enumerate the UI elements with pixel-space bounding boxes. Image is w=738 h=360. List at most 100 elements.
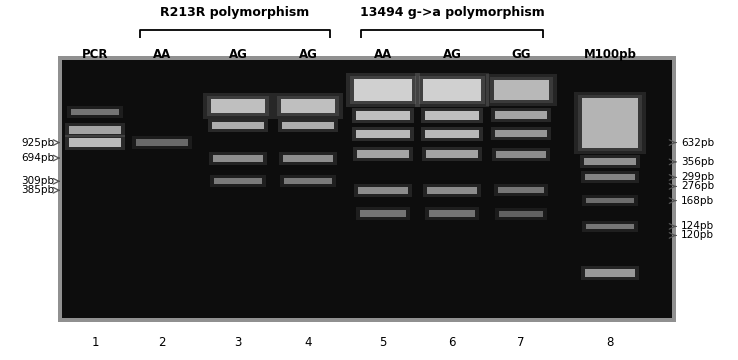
Bar <box>425 130 479 138</box>
Bar <box>581 171 639 183</box>
Bar <box>422 147 482 161</box>
Text: 925pb: 925pb <box>21 138 54 148</box>
Bar <box>495 207 547 220</box>
Bar <box>492 148 550 161</box>
Bar <box>489 77 553 103</box>
Bar <box>491 127 551 140</box>
Bar <box>495 112 547 120</box>
Text: 8: 8 <box>607 336 614 349</box>
Bar <box>352 126 414 140</box>
Bar <box>496 151 546 158</box>
Bar <box>214 178 262 184</box>
Text: AG: AG <box>443 48 461 61</box>
Bar <box>423 79 481 101</box>
Text: 124pb: 124pb <box>681 221 714 231</box>
Bar <box>207 96 269 116</box>
Bar <box>491 108 551 122</box>
Bar <box>494 80 548 100</box>
Bar <box>69 138 121 147</box>
Bar <box>58 56 676 322</box>
Bar <box>282 122 334 129</box>
Bar <box>425 207 479 220</box>
Text: AG: AG <box>229 48 247 61</box>
Bar <box>494 184 548 196</box>
Bar <box>212 122 264 129</box>
Bar <box>358 187 408 194</box>
Bar <box>354 79 412 101</box>
Text: 632pb: 632pb <box>681 138 714 148</box>
Bar <box>423 184 481 197</box>
Text: 2: 2 <box>158 336 166 349</box>
Bar <box>350 76 416 104</box>
Bar <box>495 130 547 137</box>
Text: 13494 g->a polymorphism: 13494 g->a polymorphism <box>359 6 545 19</box>
Text: AG: AG <box>299 48 317 61</box>
Bar <box>352 108 414 123</box>
Bar <box>283 154 333 162</box>
Bar <box>582 98 638 148</box>
Bar <box>585 174 635 180</box>
Bar <box>419 76 485 104</box>
Bar <box>281 99 335 113</box>
Bar <box>582 221 638 232</box>
Bar <box>62 60 672 318</box>
Bar <box>69 126 121 134</box>
Text: 1: 1 <box>92 336 99 349</box>
Bar <box>584 158 636 165</box>
Bar <box>586 198 634 203</box>
Bar <box>277 96 339 116</box>
Bar <box>429 210 475 217</box>
Bar <box>203 94 273 120</box>
Bar <box>425 111 479 120</box>
Bar <box>273 94 343 120</box>
Bar <box>213 154 263 162</box>
Text: 309pb: 309pb <box>21 176 54 186</box>
Bar <box>356 207 410 220</box>
Bar <box>353 147 413 161</box>
Bar <box>209 152 267 165</box>
Bar <box>65 135 125 150</box>
Bar <box>280 175 336 187</box>
Text: 276pb: 276pb <box>681 181 714 192</box>
Bar <box>136 139 188 146</box>
Bar <box>499 211 543 216</box>
Bar <box>415 73 489 107</box>
Text: 6: 6 <box>448 336 456 349</box>
Bar <box>354 184 412 197</box>
Bar <box>211 99 265 113</box>
Bar <box>71 109 119 114</box>
Bar <box>284 178 332 184</box>
Bar <box>210 175 266 187</box>
Text: AA: AA <box>374 48 392 61</box>
Bar <box>279 152 337 165</box>
Bar <box>281 99 335 113</box>
Bar <box>356 111 410 120</box>
Text: 4: 4 <box>304 336 311 349</box>
Text: 168pb: 168pb <box>681 195 714 206</box>
Text: 385pb: 385pb <box>21 185 54 195</box>
Bar <box>427 187 477 194</box>
Bar <box>208 119 268 132</box>
Bar <box>132 136 192 149</box>
Text: 356pb: 356pb <box>681 157 714 167</box>
Bar <box>580 156 640 168</box>
Bar <box>498 187 544 193</box>
Text: GG: GG <box>511 48 531 61</box>
Bar <box>581 266 639 280</box>
Bar <box>423 79 481 101</box>
Bar <box>67 105 123 118</box>
Bar <box>357 150 409 158</box>
Bar <box>421 126 483 140</box>
Text: PCR: PCR <box>82 48 108 61</box>
Bar <box>578 95 642 151</box>
Text: 5: 5 <box>379 336 387 349</box>
Text: R213R polymorphism: R213R polymorphism <box>160 6 310 19</box>
Bar <box>586 224 634 229</box>
Bar <box>356 130 410 138</box>
Bar <box>494 80 548 100</box>
Bar <box>486 74 556 106</box>
Bar <box>65 123 125 137</box>
Text: 120pb: 120pb <box>681 230 714 240</box>
Bar <box>346 73 420 107</box>
Bar <box>582 195 638 206</box>
